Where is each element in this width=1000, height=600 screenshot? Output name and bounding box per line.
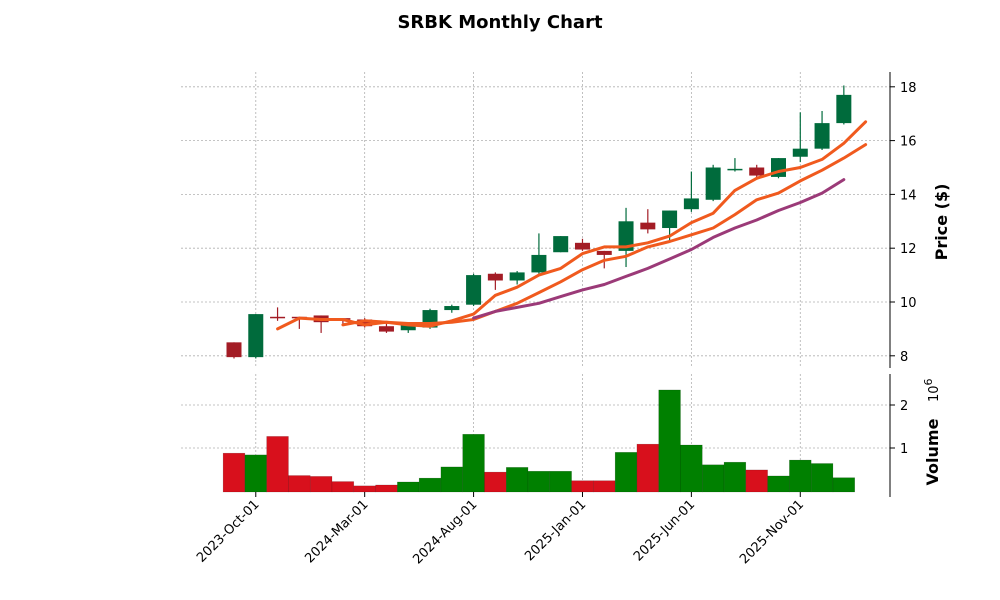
candle-body bbox=[553, 236, 569, 253]
volume-bar bbox=[506, 467, 529, 493]
volume-bar bbox=[614, 452, 638, 493]
volume-scale-exponent: 6 bbox=[922, 378, 935, 385]
x-tick-label: 2023-Oct-01 bbox=[194, 497, 262, 565]
price-tick-label: 10 bbox=[900, 296, 917, 311]
chart-title: SRBK Monthly Chart bbox=[397, 12, 602, 33]
volume-bar bbox=[462, 433, 485, 493]
volume-tick-labels: 12 bbox=[890, 399, 908, 457]
volume-bar bbox=[832, 477, 855, 493]
candle-body bbox=[509, 272, 525, 281]
volume-bar bbox=[222, 452, 246, 493]
price-tick-label: 16 bbox=[900, 135, 917, 150]
moving-average-lines bbox=[276, 120, 868, 331]
volume-bar bbox=[397, 481, 420, 493]
volume-bar bbox=[789, 459, 812, 493]
volume-bar bbox=[658, 389, 681, 493]
price-tick-label: 8 bbox=[900, 350, 908, 365]
volume-scale-multiplier: 106 bbox=[922, 378, 942, 402]
candle-body bbox=[400, 324, 416, 331]
x-tick-label: 2025-Jan-01 bbox=[522, 497, 589, 564]
moving-average-line bbox=[276, 120, 868, 331]
volume-bar bbox=[593, 480, 616, 493]
candle-body bbox=[574, 242, 590, 250]
volume-bar bbox=[353, 485, 376, 493]
candle-body bbox=[444, 306, 460, 311]
x-tick-label: 2025-Jun-01 bbox=[631, 497, 698, 564]
volume-bar bbox=[549, 470, 572, 493]
candle-body bbox=[640, 222, 656, 230]
volume-bar bbox=[571, 480, 594, 493]
volume-bar bbox=[440, 466, 463, 493]
x-tick-labels: 2023-Oct-01 2024-Mar-01 2024-Aug-01 2025-Ja… bbox=[194, 492, 891, 567]
volume-bar bbox=[418, 477, 442, 493]
candle-body bbox=[618, 221, 634, 251]
candle-body bbox=[836, 94, 852, 124]
candle-body bbox=[662, 210, 678, 229]
x-tick-label: 2024-Aug-01 bbox=[410, 497, 480, 567]
candle-body bbox=[727, 168, 743, 171]
volume-axis-label: Volume bbox=[923, 418, 942, 485]
candle-body bbox=[683, 198, 699, 210]
price-tick-label: 12 bbox=[900, 242, 917, 257]
candle-body bbox=[357, 319, 373, 327]
candle-body bbox=[596, 250, 612, 255]
moving-average-line bbox=[472, 178, 846, 320]
candle-body bbox=[487, 273, 503, 281]
candle-body bbox=[705, 167, 721, 200]
candle-body bbox=[531, 254, 547, 273]
volume-bar bbox=[266, 436, 289, 493]
volume-bar bbox=[375, 484, 398, 493]
volume-bar bbox=[745, 469, 768, 493]
volume-bar bbox=[680, 444, 703, 493]
volume-scale-base: 10 bbox=[927, 385, 942, 402]
volume-bar bbox=[527, 470, 551, 493]
price-tick-label: 18 bbox=[900, 81, 917, 96]
price-tick-labels: 8 10 12 14 16 18 bbox=[890, 81, 917, 365]
volume-bar bbox=[244, 454, 267, 493]
candle-body bbox=[749, 167, 765, 176]
candle-body bbox=[270, 316, 286, 319]
volume-bar bbox=[723, 461, 747, 493]
volume-bar bbox=[636, 443, 659, 493]
volume-bar bbox=[702, 464, 725, 493]
volume-bars bbox=[222, 389, 855, 493]
candles bbox=[226, 85, 852, 359]
candle-body bbox=[466, 275, 482, 305]
volume-bar bbox=[484, 471, 507, 493]
volume-tick-label: 2 bbox=[900, 399, 908, 414]
x-tick-label: 2024-Mar-01 bbox=[302, 497, 371, 566]
moving-average-line bbox=[341, 143, 868, 327]
candle-body bbox=[248, 314, 264, 358]
price-axis-label: Price ($) bbox=[932, 184, 951, 261]
price-tick-label: 14 bbox=[900, 188, 917, 203]
volume-bar bbox=[810, 463, 834, 493]
volume-bar bbox=[331, 481, 355, 493]
candle-body bbox=[814, 123, 830, 149]
volume-tick-label: 1 bbox=[900, 442, 908, 457]
candle-body bbox=[226, 342, 242, 358]
volume-bar bbox=[309, 476, 333, 493]
volume-bar bbox=[767, 475, 790, 493]
candle-body bbox=[792, 148, 808, 157]
x-tick-label: 2025-Nov-01 bbox=[737, 497, 807, 567]
volume-bar bbox=[288, 475, 311, 493]
candle-body bbox=[378, 326, 394, 332]
